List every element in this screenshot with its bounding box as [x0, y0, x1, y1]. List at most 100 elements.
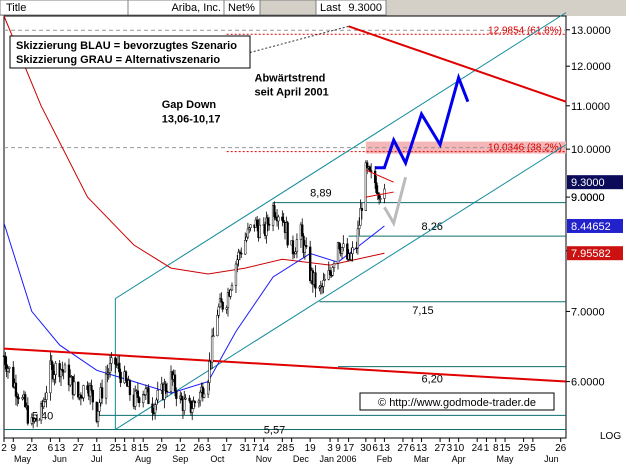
candle-body: [370, 170, 373, 172]
candle-body: [128, 380, 132, 396]
x-tick-label: 13: [416, 443, 428, 454]
channel-upper: [115, 12, 567, 300]
candle-body: [175, 390, 178, 399]
x-month-label: Dec: [293, 454, 310, 464]
moving-average-blue: [3, 222, 385, 394]
candle-body: [96, 410, 100, 422]
x-tick-label: 14: [258, 443, 270, 454]
price-tag-label: 7.95582: [571, 248, 611, 260]
candle-body: [226, 292, 230, 309]
candle-body: [364, 162, 368, 211]
candle-body: [134, 390, 137, 407]
log-label: LOG: [600, 431, 621, 442]
annotation-text: Abwärtstrend: [255, 73, 326, 85]
candle-body: [98, 402, 101, 412]
candle-body: [104, 373, 108, 399]
credit-frame: [359, 392, 555, 411]
candle-body: [188, 397, 191, 402]
candle-body: [377, 193, 381, 200]
candle-body: [240, 252, 243, 255]
candle-body: [360, 208, 364, 211]
support-label: 6,20: [422, 374, 443, 386]
x-tick-label: 15: [138, 443, 150, 454]
candle-body: [379, 198, 382, 200]
candle-body: [21, 397, 24, 400]
candle-body: [331, 267, 334, 276]
last-field[interactable]: [315, 0, 387, 16]
fib-label: 12.9854 (61.8%): [488, 25, 562, 36]
x-tick-label: 7: [252, 443, 258, 454]
x-tick-label: 29: [156, 443, 168, 454]
x-month-label: May: [497, 454, 515, 464]
header-bar: Title Ariba, Inc. Net% Last 9.3000: [0, 0, 626, 16]
candle-body: [5, 364, 8, 372]
scenario-blue-path: [375, 72, 470, 170]
company-name: Ariba, Inc.: [171, 2, 221, 14]
candle-body: [191, 408, 194, 413]
candle-body: [244, 240, 247, 255]
candle-body: [332, 263, 336, 268]
fib-label: 10.0346 (38.2%): [488, 143, 562, 154]
candle-body: [237, 251, 240, 260]
y-tick-label: 9.0000: [571, 192, 605, 204]
candle-body: [359, 208, 362, 226]
x-tick-label: 27: [435, 443, 447, 454]
candle-body: [119, 371, 122, 384]
candle-body: [136, 390, 140, 398]
candle-body: [147, 387, 150, 405]
candle-body: [184, 397, 187, 400]
candle-body: [267, 223, 271, 226]
candle-body: [183, 398, 186, 411]
x-tick-label: 3: [205, 443, 211, 454]
candle-body: [189, 400, 193, 413]
candle-body: [281, 216, 284, 221]
candle-body: [225, 307, 228, 310]
candle-body: [373, 170, 377, 184]
candle-body: [274, 216, 277, 219]
candle-body: [328, 270, 332, 275]
candle-body: [309, 246, 312, 281]
candle-body: [165, 390, 169, 393]
candle-body: [216, 315, 219, 337]
candle-body: [8, 366, 11, 369]
candle-body: [100, 387, 104, 399]
chart-annotations: Abwärtstrend seit April 2001 Gap Down 13,06…: [162, 73, 329, 126]
candle-body: [301, 224, 304, 237]
candle-body: [294, 251, 297, 254]
x-tick-label: 12: [175, 443, 187, 454]
candle-body: [192, 401, 195, 409]
candle-body: [54, 363, 57, 375]
candle-body: [338, 242, 341, 250]
legend-blue: Skizzierung BLAU = bevorzugtes Szenario: [16, 40, 237, 52]
candle-body: [212, 335, 215, 338]
candle-body: [197, 400, 200, 404]
x-tick-label: 30: [360, 443, 372, 454]
candle-body: [67, 364, 71, 386]
trend-line: [348, 25, 567, 103]
y-tick-label: 12.0000: [571, 61, 611, 73]
candle-body: [107, 372, 110, 374]
candle-body: [89, 385, 92, 397]
candle-body: [202, 393, 206, 398]
fibonacci-levels: 12.9854 (61.8%) 10.0346 (38.2%): [4, 25, 566, 154]
legend-gray: Skizzierung GRAU = Alternativszenario: [16, 54, 220, 66]
candle-body: [322, 280, 325, 287]
x-month-label: Jul: [91, 454, 103, 464]
candle-body: [342, 243, 345, 248]
candle-body: [346, 243, 349, 260]
x-tick-label: 29: [518, 443, 530, 454]
candle-body: [79, 394, 83, 399]
candle-body: [358, 224, 361, 230]
candle-body: [258, 224, 261, 238]
candle-body: [53, 374, 56, 380]
candle-body: [118, 362, 121, 373]
annotation-text: seit April 2001: [255, 87, 329, 99]
pennant-upper: [365, 169, 394, 183]
candle-body: [220, 298, 223, 303]
candle-body: [45, 392, 48, 400]
candle-body: [51, 364, 55, 380]
x-tick-label: 10: [453, 443, 465, 454]
candle-body: [155, 399, 158, 405]
trend-line: [3, 347, 567, 383]
